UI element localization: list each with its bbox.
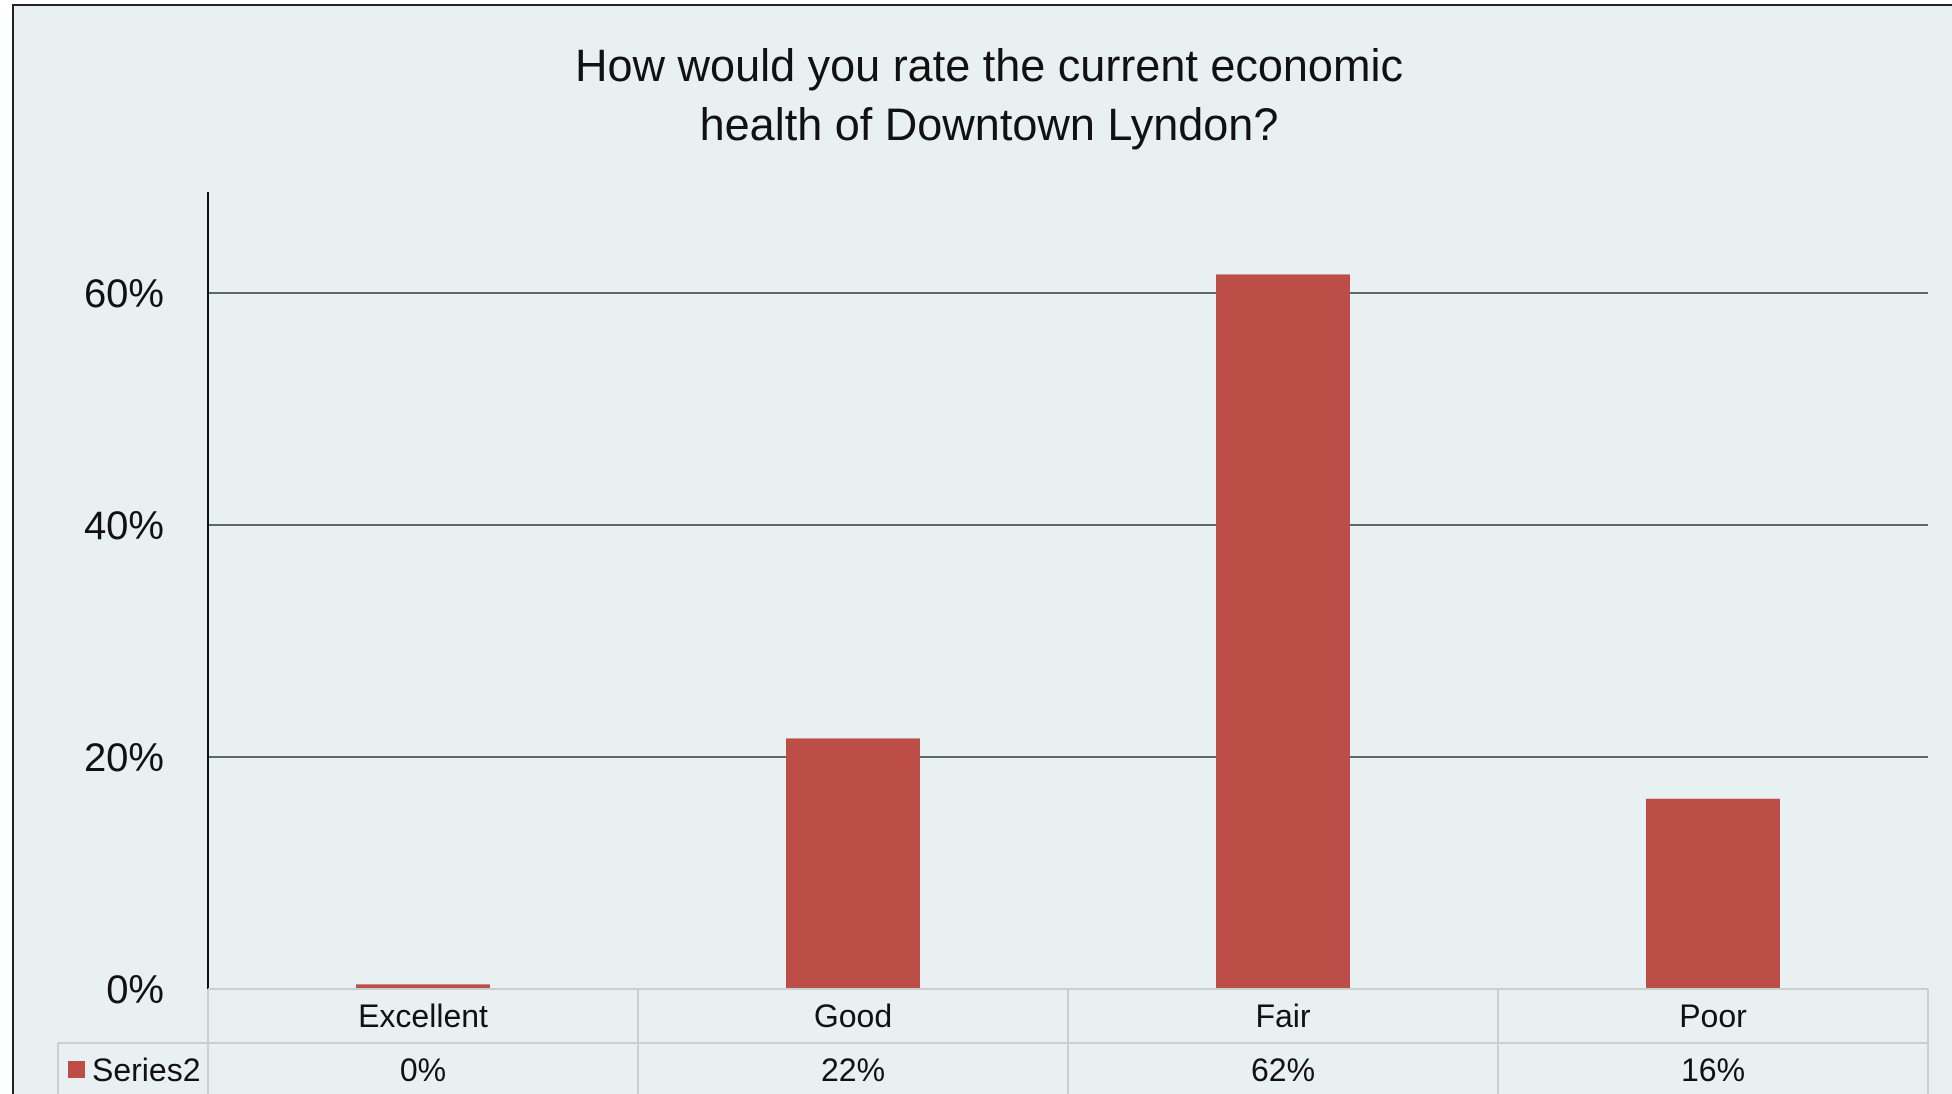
- bar: [356, 984, 490, 989]
- chart-frame: How would you rate the current economic …: [12, 4, 1952, 1094]
- bar: [786, 738, 920, 989]
- y-tick-label: 40%: [84, 504, 164, 548]
- category-label: Fair: [1255, 998, 1310, 1034]
- bar: [1216, 274, 1350, 989]
- bar-chart: 0% 20% 40% 60% Excellent Good Fair Poor Series2 0…: [57, 192, 1929, 1094]
- data-table-value: 62%: [1251, 1052, 1315, 1088]
- category-label: Good: [814, 998, 892, 1034]
- y-tick-label: 60%: [84, 272, 164, 316]
- chart-title-line-2: health of Downtown Lyndon?: [699, 99, 1279, 150]
- category-label: Poor: [1679, 998, 1747, 1034]
- legend-swatch: [68, 1061, 85, 1078]
- chart-title-line-1: How would you rate the current economic: [575, 40, 1403, 91]
- y-tick-label: 20%: [84, 736, 164, 780]
- y-tick-label: 0%: [106, 968, 164, 1012]
- chart-title: How would you rate the current economic …: [14, 36, 1952, 154]
- category-label: Excellent: [358, 998, 488, 1034]
- bar: [1646, 798, 1780, 989]
- data-table-value: 22%: [821, 1052, 885, 1088]
- legend-label: Series2: [92, 1052, 201, 1088]
- data-table-value: 0%: [400, 1052, 446, 1088]
- data-table-value: 16%: [1681, 1052, 1745, 1088]
